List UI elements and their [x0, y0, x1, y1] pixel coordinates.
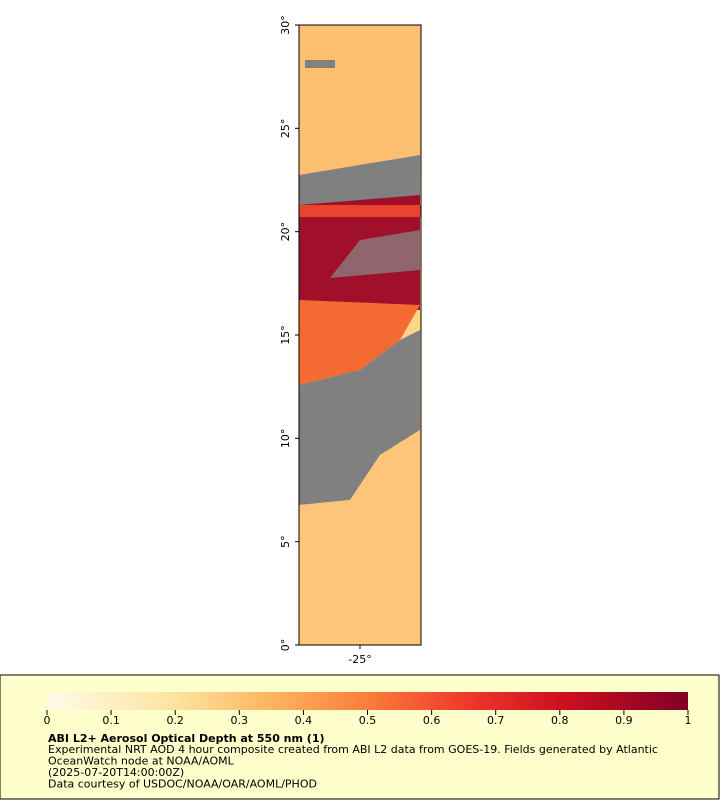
lat-tick-label: 15° — [279, 325, 292, 345]
legend-title: ABI L2+ Aerosol Optical Depth at 550 nm … — [48, 732, 325, 745]
colorbar-tick-label: 0.6 — [423, 714, 441, 727]
lat-tick-label: 25° — [279, 119, 292, 139]
no-data-region — [299, 330, 420, 505]
colorbar-tick-label: 0.5 — [359, 714, 377, 727]
colorbar-tick-label: 0.2 — [166, 714, 184, 727]
colorbar-tick-label: 0.8 — [551, 714, 569, 727]
colorbar — [47, 692, 688, 710]
map — [298, 24, 422, 646]
colorbar-tick-label: 0 — [44, 714, 51, 727]
aerosol-region — [299, 430, 420, 645]
lat-tick-label: 20° — [279, 222, 292, 242]
colorbar-tick-label: 0.7 — [487, 714, 505, 727]
no-data-region — [330, 230, 420, 278]
lat-tick-label: 0° — [279, 639, 292, 652]
aerosol-region — [299, 25, 421, 175]
colorbar-tick-label: 1 — [685, 714, 692, 727]
colorbar-tick-label: 0.1 — [102, 714, 120, 727]
legend-line: Data courtesy of USDOC/NOAA/OAR/AOML/PHO… — [48, 778, 317, 791]
colorbar-tick-label: 0.4 — [295, 714, 313, 727]
lat-tick-label: 5° — [279, 535, 292, 548]
lat-tick-label: 10° — [279, 429, 292, 449]
legend-line: Experimental NRT AOD 4 hour composite cr… — [48, 743, 658, 756]
aerosol-region — [299, 205, 421, 217]
lat-tick-label: 30° — [279, 15, 292, 35]
legend-line: OceanWatch node at NOAA/AOML — [48, 755, 235, 768]
aerosol-region — [299, 300, 420, 385]
colorbar-tick-label: 0.9 — [615, 714, 633, 727]
no-data-region — [305, 60, 335, 68]
lon-tick-label: -25° — [348, 653, 371, 666]
colorbar-tick-label: 0.3 — [231, 714, 249, 727]
legend-line: (2025-07-20T14:00:00Z) — [48, 766, 184, 779]
